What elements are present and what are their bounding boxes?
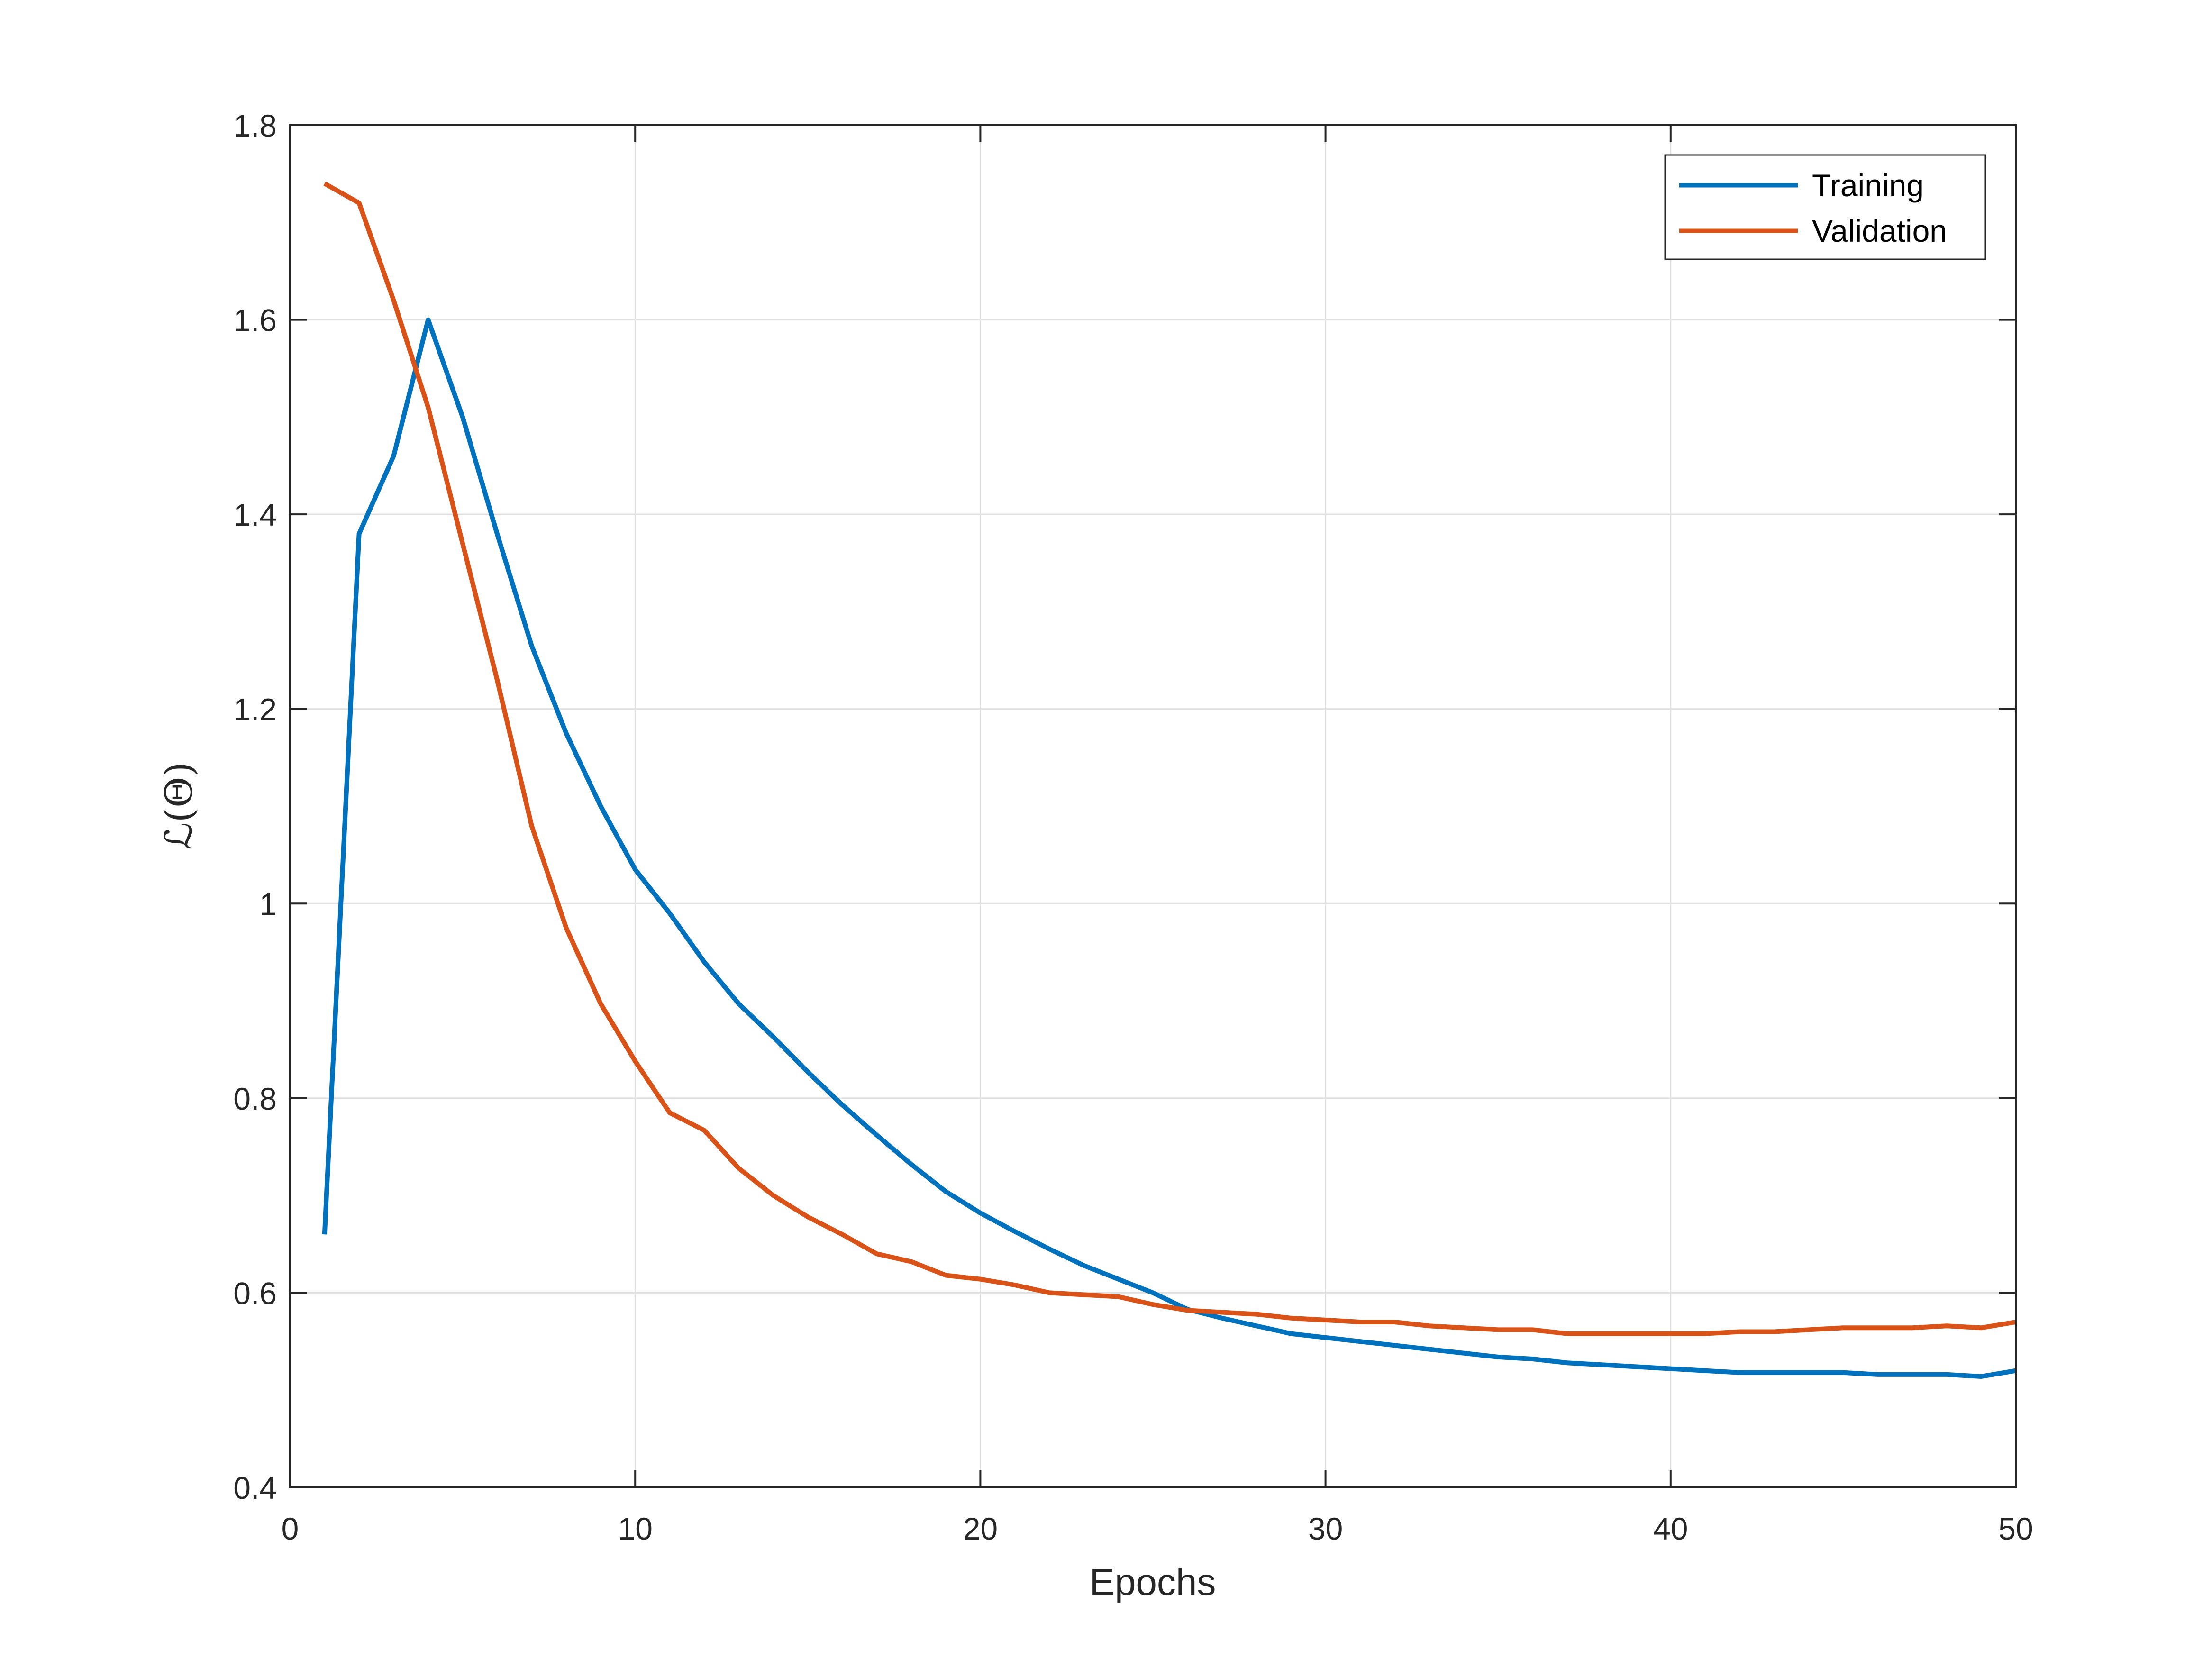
- y-tick-label: 0.6: [233, 1276, 277, 1311]
- tick-labels: 0 10 20 30 40 50 0.4 0.6 0.8 1 1.2 1.4 1.6 1.8: [233, 108, 2033, 1546]
- y-tick-label: 1.2: [233, 692, 277, 727]
- legend-label-validation: Validation: [1812, 213, 1947, 248]
- legend-label-training: Training: [1812, 168, 1924, 203]
- y-tick-label: 1: [259, 886, 277, 921]
- series-line-validation: [323, 181, 2016, 1336]
- axis-ticks: [289, 124, 2017, 1488]
- series-lines: [322, 181, 2016, 1379]
- x-tick-label: 50: [1998, 1511, 2033, 1546]
- x-axis-label: Epochs: [1090, 1561, 1216, 1603]
- y-tick-label: 0.8: [233, 1081, 277, 1116]
- axes-box: [289, 124, 2017, 1488]
- x-tick-label: 20: [963, 1511, 998, 1546]
- x-tick-label: 0: [282, 1511, 299, 1546]
- x-tick-label: 40: [1653, 1511, 1688, 1546]
- plot-area: [290, 125, 2016, 1487]
- legend-box: [1664, 154, 1986, 260]
- y-tick-label: 1.6: [233, 303, 277, 338]
- x-tick-label: 30: [1308, 1511, 1343, 1546]
- y-tick-label: 1.4: [233, 497, 277, 532]
- y-axis-label: ℒ(Θ): [157, 762, 201, 850]
- y-tick-label: 0.4: [233, 1470, 277, 1505]
- grid-lines: [290, 125, 2016, 1487]
- legend: Training Validation: [1664, 154, 1986, 260]
- y-tick-label: 1.8: [233, 108, 277, 143]
- series-line-training: [322, 317, 2016, 1379]
- x-tick-label: 10: [618, 1511, 652, 1546]
